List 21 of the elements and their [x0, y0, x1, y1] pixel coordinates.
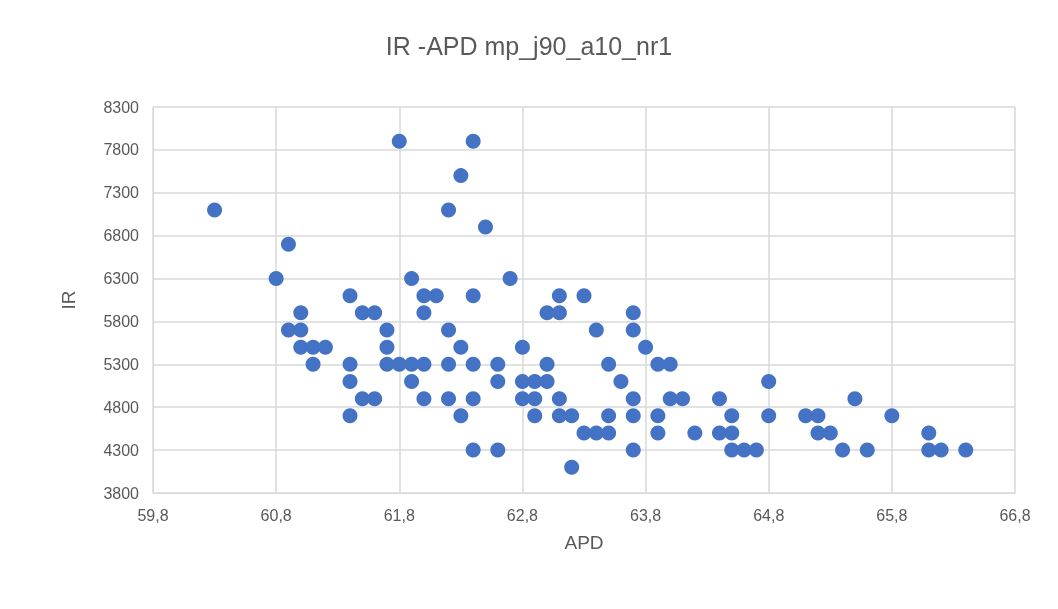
x-tick-label: 61,8 — [383, 506, 415, 524]
chart-title: IR -APD mp_j90_a10_nr1 — [385, 31, 673, 60]
y-tick-label: 6800 — [103, 227, 140, 245]
x-axis-title: APD — [564, 532, 604, 553]
y-tick-label: 7300 — [103, 184, 140, 202]
y-tick-label: 3800 — [103, 484, 140, 502]
x-tick-label: 62,8 — [506, 506, 539, 524]
x-tick-label: 63,8 — [630, 506, 662, 524]
y-tick-label: 4300 — [103, 441, 140, 459]
x-tick-label: 60,8 — [260, 506, 292, 524]
x-tick-label: 64,8 — [753, 506, 785, 524]
y-tick-label: 5800 — [103, 312, 140, 330]
y-tick-label: 4800 — [103, 398, 140, 416]
y-tick-label: 8300 — [103, 98, 140, 116]
y-tick-label: 6300 — [103, 270, 140, 288]
y-tick-label: 7800 — [103, 141, 140, 159]
y-axis-title: IR — [58, 290, 79, 310]
x-tick-label: 66,8 — [999, 506, 1031, 524]
y-tick-label: 5300 — [103, 355, 140, 373]
x-tick-label: 59,8 — [137, 506, 169, 524]
x-tick-label: 65,8 — [876, 506, 908, 524]
